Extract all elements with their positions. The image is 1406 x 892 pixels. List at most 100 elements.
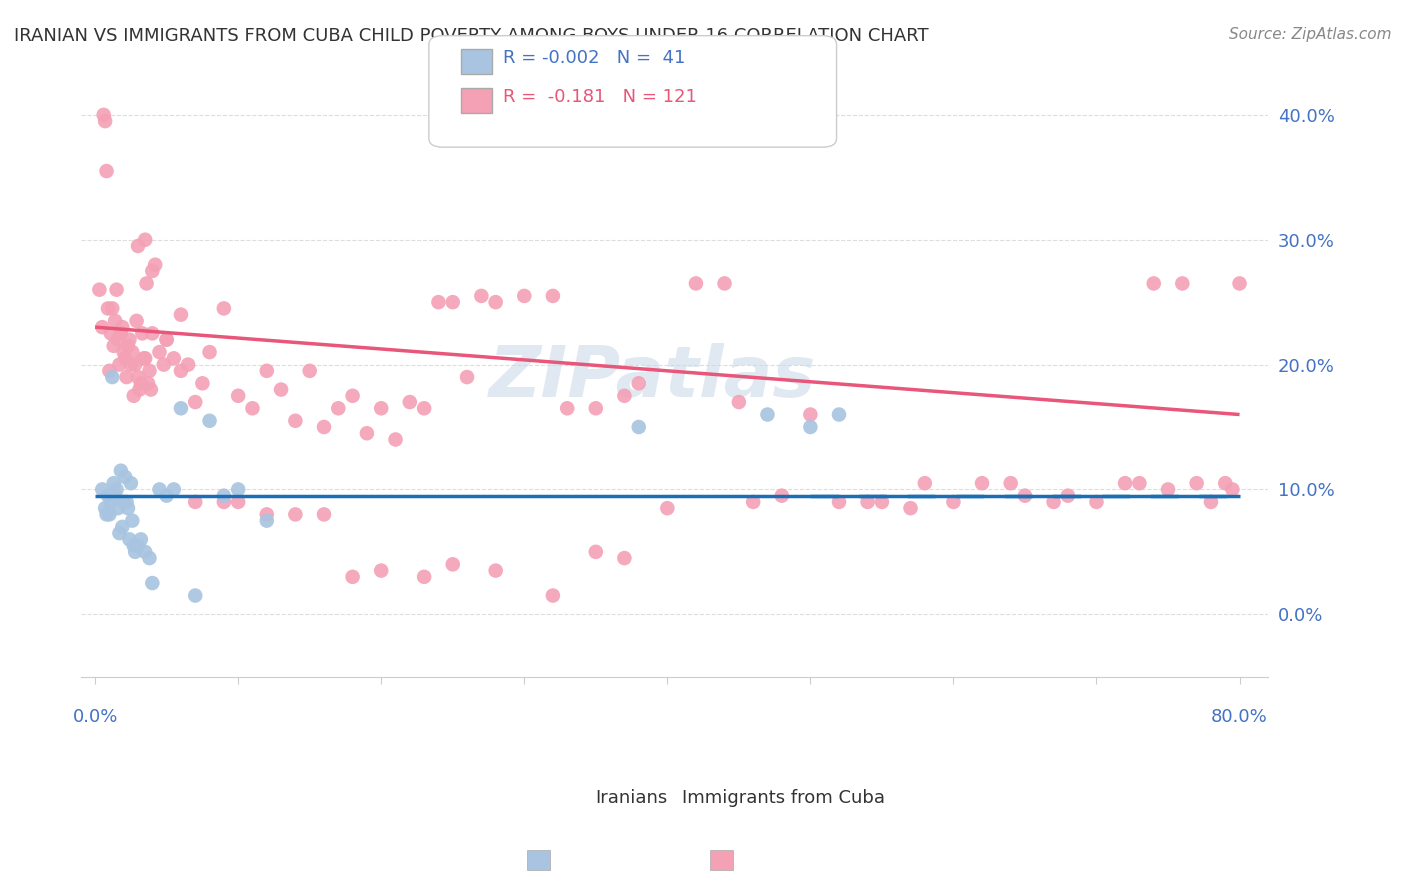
Point: [115, 370, 138, 384]
Point: [89, 283, 111, 297]
Point: [143, 258, 166, 272]
Point: [1229, 277, 1251, 291]
Point: [226, 483, 249, 497]
Point: [613, 389, 636, 403]
Point: [107, 501, 129, 516]
Text: IRANIAN VS IMMIGRANTS FROM CUBA CHILD POVERTY AMONG BOYS UNDER 16 CORRELATION CH: IRANIAN VS IMMIGRANTS FROM CUBA CHILD PO…: [14, 27, 929, 45]
Point: [105, 483, 128, 497]
Point: [270, 383, 292, 397]
Text: 80.0%: 80.0%: [1211, 708, 1268, 726]
Point: [103, 339, 125, 353]
Point: [100, 326, 122, 341]
Point: [98, 364, 121, 378]
Point: [127, 539, 149, 553]
Point: [141, 326, 163, 341]
Point: [170, 308, 193, 322]
Point: [110, 464, 132, 478]
Point: [370, 564, 392, 578]
Point: [541, 289, 564, 303]
Point: [1213, 476, 1236, 491]
Point: [284, 508, 307, 522]
Text: ZIPatlas: ZIPatlas: [489, 343, 817, 411]
Point: [226, 389, 249, 403]
Point: [156, 489, 179, 503]
Point: [627, 376, 650, 391]
Point: [742, 495, 765, 509]
Point: [121, 345, 143, 359]
Point: [117, 501, 139, 516]
Point: [713, 277, 735, 291]
Point: [135, 277, 157, 291]
Point: [685, 277, 707, 291]
Point: [114, 351, 136, 366]
Point: [115, 495, 138, 509]
Point: [312, 420, 335, 434]
Point: [163, 351, 186, 366]
Point: [132, 351, 155, 366]
Point: [128, 383, 150, 397]
Point: [212, 301, 235, 316]
Point: [138, 551, 160, 566]
Point: [134, 545, 156, 559]
Point: [770, 489, 793, 503]
Text: Immigrants from Cuba: Immigrants from Cuba: [682, 789, 884, 807]
Point: [105, 283, 128, 297]
Point: [107, 333, 129, 347]
Point: [131, 326, 153, 341]
Point: [198, 414, 221, 428]
Point: [141, 264, 163, 278]
Point: [627, 420, 650, 434]
Point: [799, 408, 821, 422]
Point: [242, 401, 264, 416]
Point: [1222, 483, 1244, 497]
Point: [198, 345, 221, 359]
Point: [485, 295, 508, 310]
Point: [1085, 495, 1108, 509]
Point: [111, 520, 134, 534]
Point: [184, 495, 207, 509]
Point: [127, 239, 149, 253]
Point: [114, 470, 136, 484]
Point: [1128, 476, 1150, 491]
Point: [108, 358, 131, 372]
Point: [138, 364, 160, 378]
Point: [124, 358, 146, 372]
Point: [541, 589, 564, 603]
Point: [177, 358, 200, 372]
Point: [256, 364, 278, 378]
Point: [104, 489, 127, 503]
Point: [98, 508, 121, 522]
Point: [485, 564, 508, 578]
Point: [100, 495, 122, 509]
Point: [799, 420, 821, 434]
Point: [1000, 476, 1022, 491]
Point: [370, 401, 392, 416]
Text: R =  -0.181   N = 121: R = -0.181 N = 121: [503, 88, 697, 106]
Point: [870, 495, 893, 509]
Point: [94, 114, 117, 128]
Point: [613, 551, 636, 566]
Point: [163, 483, 186, 497]
Point: [441, 295, 464, 310]
Point: [226, 495, 249, 509]
Point: [413, 401, 436, 416]
Point: [1143, 277, 1166, 291]
Point: [728, 395, 751, 409]
Point: [141, 576, 163, 591]
Point: [101, 301, 124, 316]
Point: [156, 333, 179, 347]
Point: [103, 476, 125, 491]
Point: [1185, 476, 1208, 491]
Point: [122, 389, 145, 403]
Point: [441, 558, 464, 572]
Point: [585, 401, 607, 416]
Point: [828, 495, 851, 509]
Text: Iranians: Iranians: [595, 789, 668, 807]
Point: [118, 533, 141, 547]
Point: [127, 370, 149, 384]
Point: [184, 589, 207, 603]
Point: [342, 570, 364, 584]
Point: [1199, 495, 1222, 509]
Point: [129, 376, 152, 391]
Point: [212, 489, 235, 503]
